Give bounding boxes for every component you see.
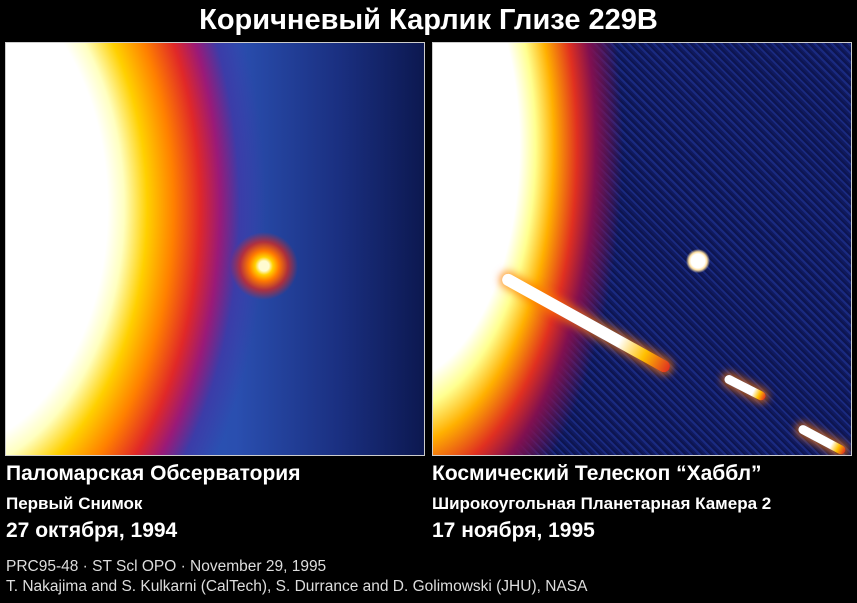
right-caption-subtitle: Широкоугольная Планетарная Камера 2 (432, 494, 772, 513)
right-caption-date: 17 ноября, 1995 (432, 519, 595, 542)
left-caption-subtitle: Первый Снимок (6, 494, 143, 513)
credit-line-1: PRC95-48 · ST Scl OPO · November 29, 199… (6, 558, 327, 575)
diffraction-spike (796, 423, 848, 455)
right-caption-telescope: Космический Телескоп “Хаббл” (432, 462, 762, 485)
hubble-image (432, 42, 852, 456)
diffraction-spike (722, 373, 768, 402)
credit-line-2: T. Nakajima and S. Kulkarni (CalTech), S… (6, 578, 588, 595)
page-title: Коричневый Карлик Глизе 229B (199, 4, 658, 36)
palomar-image (5, 42, 425, 456)
left-caption-date: 27 октября, 1994 (6, 519, 178, 542)
left-caption-observatory: Паломарская Обсерватория (6, 462, 301, 485)
diffraction-spike (500, 271, 673, 375)
